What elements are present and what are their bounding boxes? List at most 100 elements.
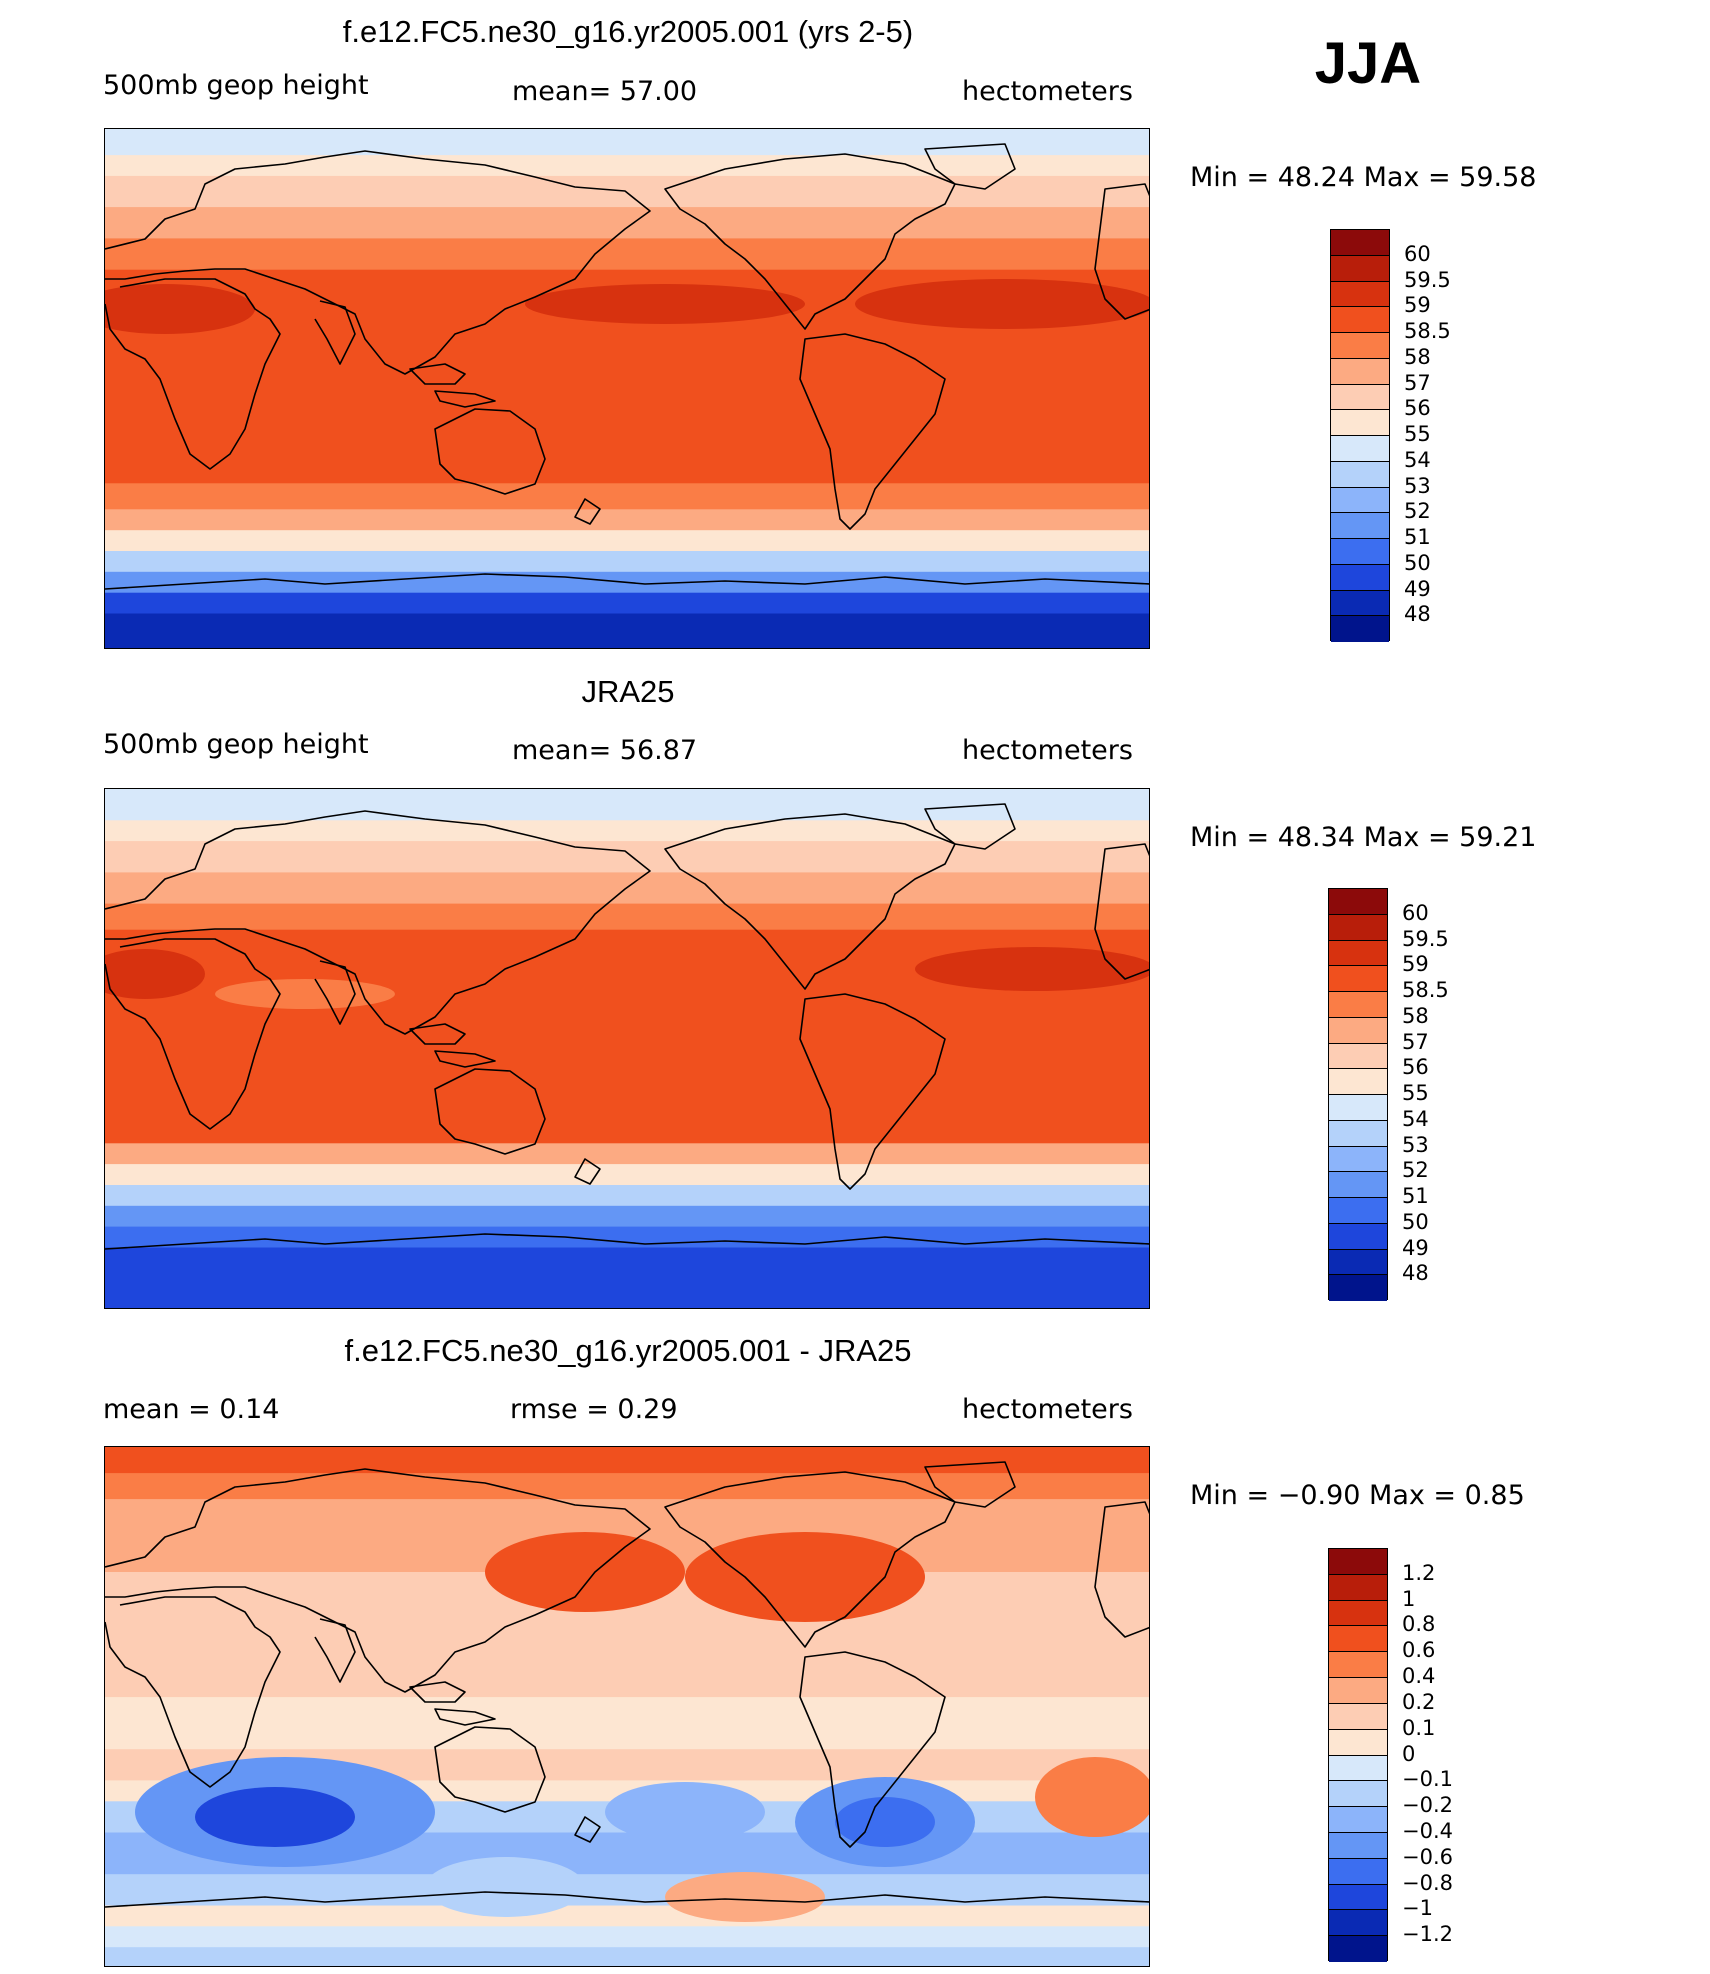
colorbar-tick-label: 58.5 [1404, 319, 1451, 343]
panel-diff-min-max: Min = −0.90 Max = 0.85 [1190, 1480, 1525, 1511]
panel-obs-title: JRA25 [581, 674, 675, 709]
coastline-11 [105, 1891, 1149, 1908]
coastline-5 [434, 1068, 546, 1155]
colorbar-swatch [1329, 1172, 1387, 1198]
colorbar-tick-label: 59 [1402, 952, 1429, 977]
field-band-8 [105, 483, 1149, 511]
colorbar-swatch [1329, 1626, 1387, 1653]
colorbar-swatch [1331, 410, 1389, 436]
colorbar-tick-label: 48 [1402, 1261, 1429, 1286]
colorbar-tick-label: −1 [1402, 1896, 1433, 1921]
panel-model-mean-label: mean= 57.00 [512, 76, 698, 107]
colorbar-swatch [1329, 940, 1387, 967]
colorbar-tick-label: 60 [1402, 900, 1429, 925]
panel-diff-map [104, 1446, 1150, 1967]
field-band-9 [105, 509, 1149, 532]
field-anomaly-3 [195, 1787, 355, 1847]
field-band-13 [105, 1926, 1149, 1949]
colorbar-tick-label: 53 [1402, 1132, 1429, 1157]
colorbar-swatch [1329, 1678, 1387, 1704]
colorbar-swatch [1331, 590, 1389, 617]
colorbar-swatch [1329, 1807, 1387, 1833]
coastline-1 [105, 938, 281, 1130]
field-band-13 [105, 1247, 1149, 1270]
field-band-0 [105, 129, 1149, 157]
panel-model-variable-label: 500mb geop height [103, 70, 369, 101]
colorbar-swatch [1329, 1832, 1387, 1859]
field-anomaly-1 [685, 1532, 925, 1622]
field-band-7 [105, 452, 1149, 485]
colorbar-tick-label: 57 [1402, 1029, 1429, 1054]
field-band-0 [105, 1447, 1149, 1475]
colorbar-swatch [1331, 436, 1389, 462]
panel-obs-mean-label: mean= 56.87 [512, 735, 698, 766]
colorbar-tick-label: 52 [1404, 499, 1431, 524]
colorbar-tick-label: −0.2 [1402, 1793, 1453, 1818]
colorbar-tick-label: 55 [1402, 1081, 1429, 1105]
colorbar-swatch [1329, 1755, 1387, 1782]
field-anomaly-1 [855, 279, 1149, 329]
colorbar-tick-label: 54 [1402, 1106, 1429, 1131]
colorbar-swatch [1329, 1146, 1387, 1173]
colorbar-swatch [1329, 1095, 1387, 1121]
field-band-6 [105, 997, 1149, 1113]
colorbar-tick-label: 0.4 [1402, 1664, 1436, 1689]
colorbar-tick-label: 0.2 [1402, 1689, 1436, 1714]
field-band-4 [105, 903, 1149, 931]
coastline-0 [105, 150, 651, 375]
coastline-10 [1094, 183, 1149, 320]
field-band-7 [105, 1112, 1149, 1145]
colorbar-tick-label: 57 [1404, 370, 1431, 395]
field-band-1 [105, 1473, 1149, 1501]
coastline-2 [314, 960, 356, 1025]
colorbar-swatch [1329, 1198, 1387, 1224]
colorbar-swatch [1329, 1549, 1387, 1575]
colorbar-tick-label: 49 [1402, 1235, 1429, 1260]
panel-diff-rmse-label: rmse = 0.29 [510, 1394, 678, 1425]
field-band-14 [105, 613, 1149, 648]
colorbar-swatch [1329, 1910, 1387, 1937]
coastline-6 [574, 1158, 601, 1185]
colorbar-tick-label: 54 [1404, 447, 1431, 472]
colorbar-swatch [1331, 616, 1389, 642]
colorbar-swatch [1331, 564, 1389, 591]
colorbar-tick-label: −0.6 [1402, 1844, 1453, 1869]
colorbar-swatch [1331, 307, 1389, 333]
coastline-9 [799, 333, 946, 530]
coastline-8 [924, 1461, 1016, 1508]
coastline-5 [434, 408, 546, 495]
coastline-4 [434, 1050, 496, 1068]
coastline-11 [105, 1233, 1149, 1250]
coastline-0 [105, 810, 651, 1035]
colorbar-tick-label: 53 [1404, 473, 1431, 498]
colorbar-tick-label: −0.8 [1402, 1870, 1453, 1895]
field-anomaly-2 [105, 284, 255, 334]
coastline-4 [434, 390, 496, 408]
coastline-1 [105, 1596, 281, 1788]
colorbar-swatch [1329, 1703, 1387, 1730]
coastline-5 [434, 1726, 546, 1813]
panel-obs-min-max: Min = 48.34 Max = 59.21 [1190, 822, 1537, 853]
panel-model-min-max: Min = 48.24 Max = 59.58 [1190, 162, 1537, 193]
field-band-11 [105, 551, 1149, 573]
panel-model-colorbar [1330, 229, 1390, 642]
colorbar-tick-label: −0.1 [1402, 1767, 1453, 1792]
field-band-5 [105, 1613, 1149, 1699]
coastline-0 [105, 1468, 651, 1693]
colorbar-swatch [1329, 1017, 1387, 1044]
colorbar-tick-label: 0.6 [1402, 1638, 1436, 1663]
field-band-11 [105, 1874, 1149, 1907]
coastline-7 [664, 1471, 956, 1648]
field-band-14 [105, 1268, 1149, 1308]
field-anomaly-9 [665, 1872, 825, 1922]
colorbar-swatch [1331, 358, 1389, 385]
colorbar-swatch [1331, 281, 1389, 308]
coastline-1 [105, 278, 281, 470]
colorbar-tick-label: 49 [1404, 576, 1431, 601]
colorbar-tick-label: −0.4 [1402, 1818, 1453, 1843]
colorbar-swatch [1331, 513, 1389, 539]
coastline-10 [1094, 1501, 1149, 1638]
field-anomaly-6 [605, 1782, 765, 1842]
colorbar-swatch [1331, 461, 1389, 488]
coastline-7 [664, 813, 956, 990]
